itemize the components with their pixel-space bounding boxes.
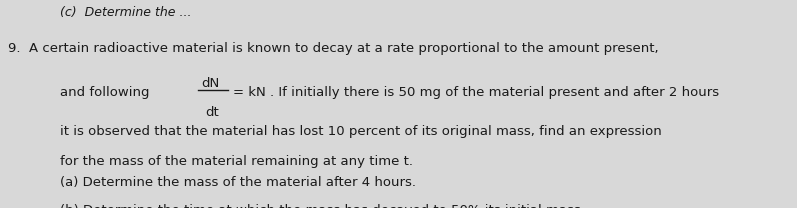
Text: (a) Determine the mass of the material after 4 hours.: (a) Determine the mass of the material a… — [60, 176, 416, 189]
Text: = kN . If initially there is 50 mg of the material present and after 2 hours: = kN . If initially there is 50 mg of th… — [233, 86, 719, 99]
Text: (b) Determine the time at which the mass has decayed to 50% its initial mass.: (b) Determine the time at which the mass… — [60, 204, 585, 208]
Text: and following: and following — [60, 86, 154, 99]
Text: dN: dN — [202, 77, 220, 90]
Text: for the mass of the material remaining at any time t.: for the mass of the material remaining a… — [60, 155, 413, 168]
Text: dt: dt — [205, 106, 218, 119]
Text: (c)  Determine the ...: (c) Determine the ... — [60, 6, 191, 19]
Text: it is observed that the material has lost 10 percent of its original mass, find : it is observed that the material has los… — [60, 125, 662, 138]
Text: 9.  A certain radioactive material is known to decay at a rate proportional to t: 9. A certain radioactive material is kno… — [8, 42, 658, 54]
